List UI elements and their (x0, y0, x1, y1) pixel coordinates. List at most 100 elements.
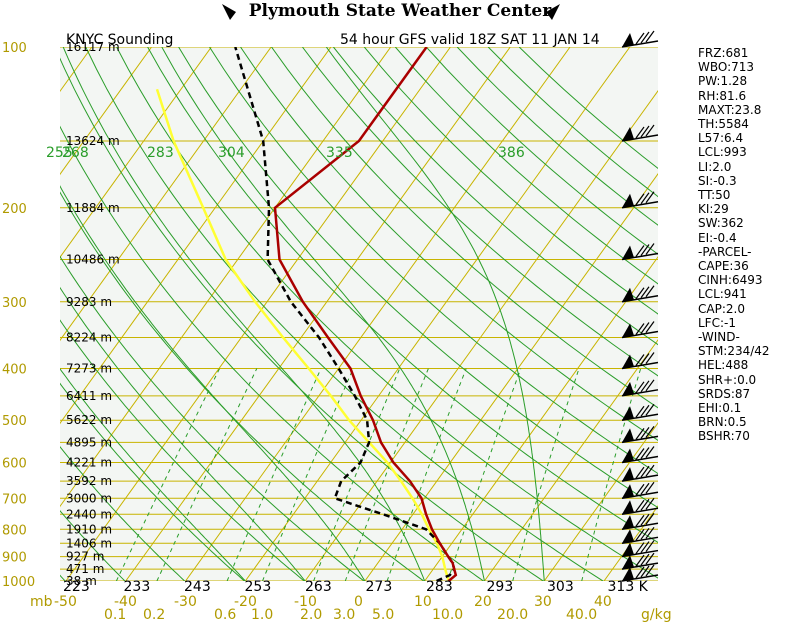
index-item: CINH:6493 (698, 273, 763, 288)
pressure-tick-label: 1000 (2, 575, 35, 590)
header-bar: Plymouth State Weather Center (0, 0, 800, 26)
pressure-tick-label: 200 (2, 202, 27, 217)
mixing-ratio-line (581, 368, 642, 581)
index-item: -PARCEL- (698, 244, 752, 259)
dry-adiabat-line (363, 47, 658, 315)
height-label: 3000 m (66, 491, 112, 505)
wind-barb-icon (621, 446, 659, 464)
theta-e-label: 283 (147, 145, 174, 161)
temperature-tick-label: 10 (414, 594, 432, 610)
header-flag-right-icon (546, 4, 560, 20)
theta-e-label: 335 (326, 145, 353, 161)
isotherm-line (65, 47, 451, 581)
index-item: STM:234/42 (698, 344, 770, 359)
isotherm-line (244, 47, 631, 581)
pressure-tick-label: 300 (2, 296, 27, 311)
height-label: 11884 m (66, 201, 120, 215)
dry-adiabat-line (60, 125, 484, 581)
index-item: HEL:488 (698, 358, 749, 373)
dry-adiabat-line (333, 47, 658, 346)
height-label: 13624 m (66, 134, 120, 148)
height-label: 4895 m (66, 435, 112, 449)
mixing-ratio-label: 20.0 (497, 607, 528, 623)
temperature-tick-label: 30 (534, 594, 552, 610)
height-label: 16117 m (66, 40, 120, 54)
wind-barb-icon (621, 526, 659, 545)
theta-bottom-label: 313 K (608, 579, 649, 595)
height-label: 1910 m (66, 522, 112, 536)
dry-adiabat-line (240, 47, 658, 441)
mixing-ratio-label: 40.0 (566, 607, 597, 623)
index-item: SI:-0.3 (698, 173, 737, 188)
height-label: 10486 m (66, 252, 120, 266)
pressure-tick-label: 700 (2, 492, 27, 507)
index-item: KI:29 (698, 202, 729, 217)
mixing-ratio-label: 0.6 (214, 607, 236, 623)
pressure-tick-label: 500 (2, 414, 27, 429)
wind-barb-icon (621, 540, 659, 558)
mixing-ratio-label: 10.0 (432, 607, 463, 623)
dry-adiabat-line (85, 47, 604, 581)
index-item: LI:2.0 (698, 159, 732, 174)
wind-barb-icon (621, 379, 659, 397)
dry-adiabat-line (60, 319, 305, 581)
temperature-tick-label: -30 (174, 594, 197, 610)
index-item: LFC:-1 (698, 315, 736, 330)
wind-barb-icon (621, 464, 659, 482)
theta-e-label: 304 (218, 145, 245, 161)
theta-bottom-label: 263 (305, 579, 332, 595)
theta-e-label: 386 (498, 145, 525, 161)
mixing-ratio-line (156, 368, 258, 581)
index-item: EI:-0.4 (698, 230, 737, 245)
isotherm-line (60, 47, 152, 176)
index-item: PW:1.28 (698, 74, 748, 89)
index-item: SW:362 (698, 216, 744, 231)
temperature-tick-label: 20 (474, 594, 492, 610)
index-item: L57:6.4 (698, 131, 744, 146)
dry-adiabat-line (60, 255, 365, 581)
height-label: 3592 m (66, 474, 112, 488)
height-label: 38 m (66, 574, 97, 588)
theta-e-label: 268 (62, 145, 89, 161)
plot-background (60, 47, 658, 581)
moist-adiabat-line (60, 368, 246, 581)
pressure-tick-label: 900 (2, 551, 27, 566)
theta-bottom-label: 253 (245, 579, 272, 595)
wind-barbs (621, 30, 659, 582)
wind-barb-icon (621, 30, 659, 48)
temperature-tick-label: -20 (234, 594, 257, 610)
dry-adiabat-line (60, 57, 544, 581)
index-item: TH:5584 (698, 117, 749, 131)
isotherm-line (125, 47, 511, 581)
height-label: 2440 m (66, 507, 112, 521)
pressure-tick-label: 800 (2, 523, 27, 538)
theta-bottom-label: 273 (366, 579, 393, 595)
temperature-tick-label: 40 (594, 594, 612, 610)
mixing-ratio-line (344, 368, 429, 581)
wind-barb-icon (621, 285, 659, 303)
mixing-ratio-label: 1.0 (251, 607, 273, 623)
mixing-ratio-line (313, 368, 401, 581)
wind-barb-icon (621, 124, 659, 142)
wind-barb-icon (621, 564, 659, 582)
index-item: SHR+:0.0 (698, 372, 757, 387)
wind-barb-icon (621, 497, 659, 516)
theta-e-label: 255 (46, 145, 73, 161)
theta-bottom-label: 293 (487, 579, 514, 595)
theta-bottom-label: 243 (184, 579, 211, 595)
index-item: BRN:0.5 (698, 415, 747, 430)
isotherm-line (424, 256, 658, 581)
theta-bottom-label: 303 (547, 579, 574, 595)
height-label: 8224 m (66, 331, 112, 345)
height-label: 927 m (66, 550, 104, 564)
header-flag-left-icon (222, 4, 236, 20)
height-label: 9283 m (66, 295, 112, 309)
mixing-ratio-label: g/kg (641, 607, 672, 623)
page-title: Plymouth State Weather Center (248, 1, 552, 21)
valid-time-label: 54 hour GFS valid 18Z SAT 11 JAN 14 (340, 32, 600, 48)
height-label: 6411 m (66, 389, 112, 403)
isotherm-line (60, 47, 272, 342)
index-item: LCL:993 (698, 145, 747, 160)
mixing-ratio-line (512, 368, 580, 581)
mixing-ratio-line (115, 368, 221, 581)
